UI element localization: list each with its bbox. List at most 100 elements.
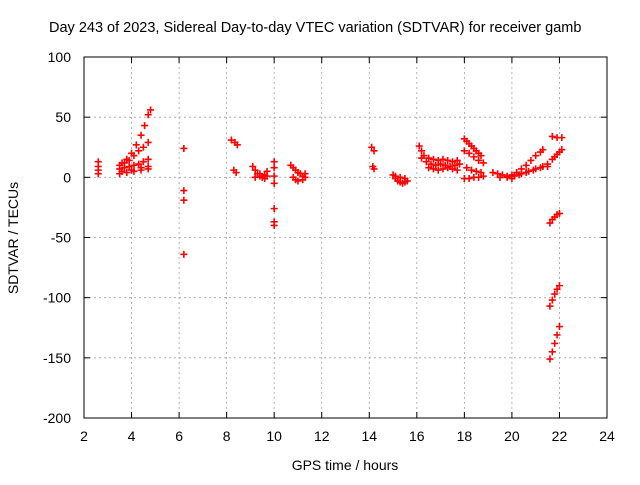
chart-title: Day 243 of 2023, Sidereal Day-to-day VTE…: [49, 20, 581, 36]
data-point: [472, 167, 480, 175]
data-point: [479, 159, 487, 167]
data-point: [536, 164, 544, 172]
data-point: [130, 152, 138, 160]
data-point: [422, 158, 430, 166]
data-point: [270, 179, 278, 187]
data-point: [391, 172, 399, 180]
data-point: [527, 156, 535, 164]
x-tick-label: 14: [361, 428, 377, 444]
data-point: [548, 348, 556, 356]
data-point: [425, 164, 433, 172]
data-point: [437, 160, 445, 168]
x-tick-label: 24: [599, 428, 615, 444]
data-point: [135, 147, 143, 155]
data-point: [370, 165, 378, 173]
x-tick-label: 22: [552, 428, 568, 444]
data-point: [418, 154, 426, 162]
data-point: [558, 146, 566, 154]
data-point: [123, 169, 131, 177]
data-point: [553, 331, 561, 339]
x-tick-label: 12: [314, 428, 330, 444]
data-point: [180, 196, 188, 204]
data-point: [460, 147, 468, 155]
data-point: [180, 187, 188, 195]
data-point: [553, 285, 561, 293]
data-point: [432, 161, 440, 169]
data-point: [529, 166, 537, 174]
data-point: [270, 164, 278, 172]
data-point: [555, 282, 563, 290]
data-point: [477, 169, 485, 177]
data-point: [125, 163, 133, 171]
data-point: [263, 172, 271, 180]
data-point: [456, 160, 464, 168]
data-point: [132, 141, 140, 149]
data-point: [546, 302, 554, 310]
data-point: [551, 290, 559, 298]
data-point: [522, 169, 530, 177]
data-point: [544, 163, 552, 171]
data-point: [401, 175, 409, 183]
data-point: [141, 122, 149, 130]
data-point: [558, 134, 566, 142]
data-point: [251, 173, 259, 181]
data-point: [301, 173, 309, 181]
axis-ticks: 2 4 6 8 10 12 14 16 18 20 22 24-200-150-100-5005010…: [43, 49, 615, 444]
data-point: [128, 166, 136, 174]
data-point: [532, 152, 540, 160]
data-point: [120, 164, 128, 172]
data-point: [448, 158, 456, 166]
data-point: [180, 144, 188, 152]
data-point: [434, 156, 442, 164]
data-point: [444, 164, 452, 172]
x-tick-label: 8: [223, 428, 231, 444]
data-point: [118, 167, 126, 175]
data-point: [249, 163, 257, 171]
x-tick-label: 6: [175, 428, 183, 444]
data-point: [451, 161, 459, 169]
data-point: [144, 138, 152, 146]
data-point: [425, 154, 433, 162]
series-sdtvar: [94, 106, 566, 363]
data-point: [125, 156, 133, 164]
data-point: [539, 146, 547, 154]
data-point: [137, 164, 145, 172]
data-point: [270, 158, 278, 166]
data-point: [551, 339, 559, 347]
data-point: [439, 165, 447, 173]
data-point: [555, 209, 563, 217]
data-point: [94, 170, 102, 178]
x-tick-label: 2: [80, 428, 88, 444]
data-point: [494, 170, 502, 178]
y-tick-label: -50: [51, 230, 71, 246]
data-point: [368, 143, 376, 151]
y-tick-label: -150: [43, 350, 71, 366]
data-point: [370, 147, 378, 155]
y-tick-label: 100: [48, 49, 72, 65]
y-axis-label: SDTVAR / TECUs: [5, 182, 21, 294]
x-tick-label: 18: [457, 428, 473, 444]
data-point: [144, 155, 152, 163]
data-point: [147, 106, 155, 114]
data-point: [144, 163, 152, 171]
data-point: [546, 355, 554, 363]
data-point: [546, 219, 554, 227]
data-point: [479, 172, 487, 180]
x-tick-label: 20: [504, 428, 520, 444]
data-point: [434, 166, 442, 174]
data-point: [489, 169, 497, 177]
data-point: [251, 166, 259, 174]
data-point: [465, 149, 473, 157]
data-point: [139, 143, 147, 151]
x-tick-label: 16: [409, 428, 425, 444]
data-point: [477, 152, 485, 160]
data-point: [180, 250, 188, 258]
data-point: [555, 323, 563, 331]
data-point: [548, 296, 556, 304]
y-tick-label: -100: [43, 290, 71, 306]
data-point: [548, 132, 556, 140]
data-point: [515, 171, 523, 179]
